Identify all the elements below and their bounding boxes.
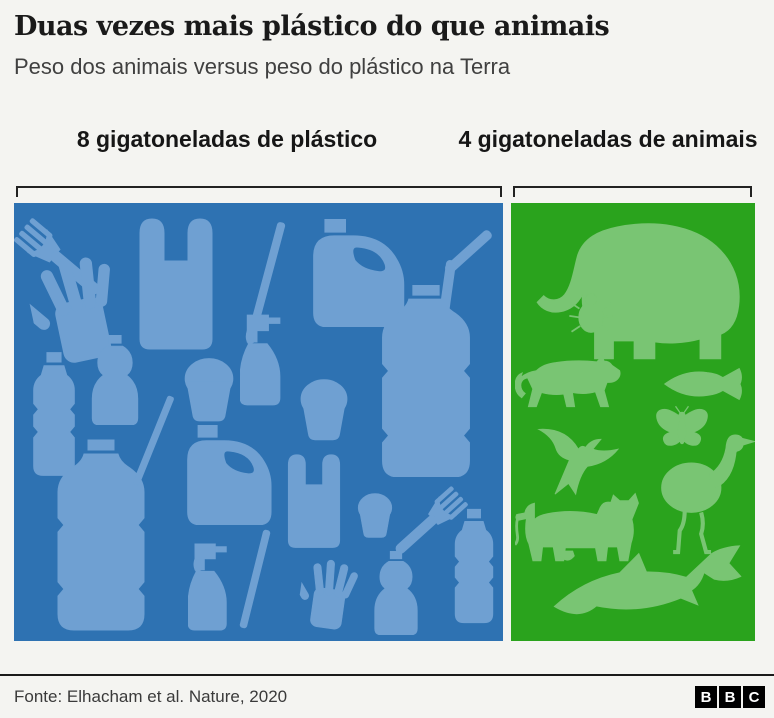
page-title: Duas vezes mais plástico do que animais: [14, 11, 610, 42]
animal-icons-layer: [515, 223, 755, 621]
footer: Fonte: Elhacham et al. Nature, 2020 B B …: [0, 674, 774, 718]
moth-icon: [655, 405, 709, 447]
carboy-icon: [382, 285, 470, 477]
bag-icon: [287, 454, 341, 548]
jug-icon: [313, 219, 405, 327]
bbc-logo-block: B: [695, 686, 717, 708]
animals-box: [511, 203, 755, 641]
glove-icon: [295, 555, 361, 632]
plastic-box: [14, 203, 503, 641]
bbc-logo: B B C: [695, 686, 765, 708]
animals-weight-label: 4 gigatoneladas de animais: [458, 126, 758, 152]
detergent-icon: [374, 551, 418, 635]
jug-icon: [187, 425, 272, 525]
cup-icon: [300, 379, 348, 441]
cup-icon: [357, 493, 393, 538]
plastic-icons-layer: [14, 217, 495, 635]
spray-icon: [188, 543, 227, 631]
elephant-icon: [536, 223, 740, 360]
fish-icon: [664, 367, 742, 401]
swallow-icon: [538, 428, 619, 495]
plastic-bracket: [16, 186, 502, 197]
bag-icon: [139, 218, 213, 350]
bottle-icon: [33, 352, 75, 476]
plastic-weight-label: 8 gigatoneladas de plástico: [76, 126, 378, 152]
bottle-icon: [454, 508, 494, 624]
animals-bracket: [513, 186, 752, 197]
carboy-icon: [57, 439, 145, 631]
bbc-logo-block: B: [719, 686, 741, 708]
cow-icon: [515, 491, 641, 563]
bbc-logo-block: C: [743, 686, 765, 708]
cup-icon: [184, 358, 234, 422]
ostrich-icon: [662, 435, 755, 552]
straw-icon: [249, 221, 286, 331]
source-text: Fonte: Elhacham et al. Nature, 2020: [14, 687, 288, 706]
straw-icon: [239, 529, 271, 629]
straw-icon: [132, 394, 175, 487]
page-subtitle: Peso dos animais versus peso do plástico…: [14, 54, 511, 79]
spray-icon: [240, 314, 281, 406]
shark-icon: [549, 542, 746, 621]
tiger-icon: [515, 355, 621, 408]
